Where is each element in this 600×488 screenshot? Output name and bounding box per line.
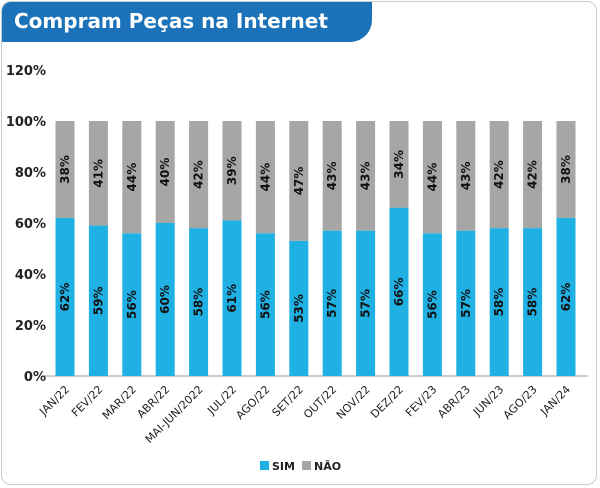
bar-sim [88, 225, 108, 376]
data-label-nao: 38% [559, 155, 573, 184]
data-label-nao: 41% [91, 159, 105, 188]
bar-nao [523, 121, 543, 229]
data-label-sim: 61% [225, 284, 239, 313]
legend-label-nao: NÃO [314, 460, 341, 473]
bar-nao [356, 121, 376, 231]
bar-nao [88, 121, 108, 226]
data-label-nao: 44% [425, 163, 439, 192]
bar-nao [389, 121, 409, 208]
data-label-sim: 56% [425, 290, 439, 319]
data-label-sim: 57% [359, 289, 373, 318]
x-tick-label: AGO/23 [501, 383, 540, 422]
data-label-sim: 60% [158, 285, 172, 314]
data-label-sim: 62% [58, 283, 72, 312]
data-label-nao: 43% [325, 161, 339, 190]
data-label-nao: 34% [392, 150, 406, 179]
y-tick-label: 40% [15, 268, 46, 283]
bar-sim [222, 220, 242, 376]
x-tick-label: MAI-JUN/2022 [143, 383, 206, 446]
data-label-nao: 38% [58, 155, 72, 184]
legend-swatch-nao [302, 461, 311, 470]
bar-nao [255, 121, 275, 234]
bar-sim [556, 217, 576, 376]
data-label-sim: 62% [559, 283, 573, 312]
data-label-sim: 58% [526, 288, 540, 317]
bar-nao [489, 121, 509, 229]
legend-swatch-sim [260, 461, 269, 470]
data-label-sim: 58% [492, 288, 506, 317]
bar-sim [422, 233, 442, 376]
x-tick-label: SET/22 [270, 383, 306, 419]
bar-sim [456, 230, 476, 376]
bar-sim [389, 207, 409, 376]
y-tick-label: 0% [24, 370, 46, 385]
data-label-nao: 42% [526, 160, 540, 189]
data-label-nao: 39% [225, 156, 239, 185]
bar-nao [422, 121, 442, 234]
x-tick-label: AGO/22 [233, 383, 272, 422]
legend-label-sim: SIM [272, 460, 295, 473]
x-tick-label: DEZ/22 [368, 383, 406, 421]
data-label-nao: 42% [492, 160, 506, 189]
bar-sim [189, 228, 209, 376]
data-label-sim: 58% [192, 288, 206, 317]
data-label-nao: 44% [125, 163, 139, 192]
y-tick-label: 80% [15, 166, 46, 181]
data-label-sim: 56% [258, 290, 272, 319]
bar-sim [289, 240, 309, 376]
data-label-nao: 47% [292, 167, 306, 196]
bar-sim [255, 233, 275, 376]
x-tick-label: JAN/24 [537, 383, 573, 419]
bar-sim [55, 217, 75, 376]
x-tick-label: ABR/23 [435, 383, 473, 421]
x-tick-label: FEV/23 [403, 383, 439, 419]
data-label-sim: 57% [325, 289, 339, 318]
data-label-sim: 53% [292, 294, 306, 323]
bar-nao [456, 121, 476, 231]
x-tick-label: OUT/22 [301, 383, 339, 421]
data-label-nao: 43% [359, 161, 373, 190]
data-label-nao: 40% [158, 158, 172, 187]
bar-nao [322, 121, 342, 231]
data-label-nao: 43% [459, 161, 473, 190]
bar-nao [122, 121, 142, 234]
data-label-sim: 57% [459, 289, 473, 318]
y-tick-label: 100% [6, 115, 46, 130]
data-label-sim: 56% [125, 290, 139, 319]
x-tick-label: JAN/22 [36, 383, 72, 419]
title-banner: Compram Peças na Internet [2, 2, 372, 42]
x-tick-label: NOV/22 [334, 383, 373, 422]
bar-nao [55, 121, 75, 218]
bar-sim [322, 230, 342, 376]
y-tick-label: 60% [15, 217, 46, 232]
data-label-nao: 44% [258, 163, 272, 192]
bar-sim [356, 230, 376, 376]
bar-nao [289, 121, 309, 241]
bar-nao [189, 121, 209, 229]
y-tick-label: 120% [6, 64, 46, 79]
x-tick-label: MAR/22 [100, 383, 139, 422]
data-label-nao: 42% [192, 160, 206, 189]
bar-nao [155, 121, 175, 223]
bar-nao [556, 121, 576, 218]
data-label-sim: 66% [392, 277, 406, 306]
bar-sim [122, 233, 142, 376]
bar-sim [155, 223, 175, 376]
bar-sim [489, 228, 509, 376]
bar-sim [523, 228, 543, 376]
data-label-sim: 59% [91, 286, 105, 315]
chart-title: Compram Peças na Internet [14, 9, 328, 33]
bar-nao [222, 121, 242, 221]
y-tick-label: 20% [15, 319, 46, 334]
